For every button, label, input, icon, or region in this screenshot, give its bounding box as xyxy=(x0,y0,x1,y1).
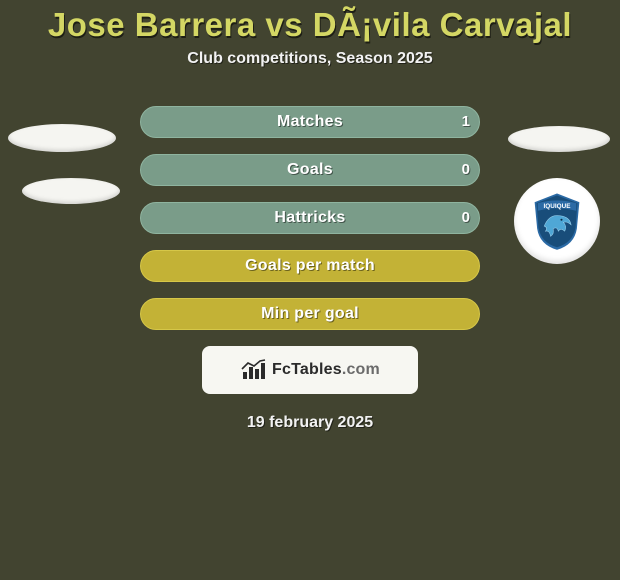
stat-bar: Matches1 xyxy=(140,106,480,138)
stats-bars: Matches1Goals0Hattricks0Goals per matchM… xyxy=(140,106,480,330)
player-avatar-placeholder xyxy=(508,126,610,152)
stat-bar-right-value: 0 xyxy=(462,202,470,234)
stat-bar: Min per goal xyxy=(140,298,480,330)
stat-bar: Goals0 xyxy=(140,154,480,186)
brand-box: FcTables.com xyxy=(202,346,418,394)
team-badge-text: IQUIQUE xyxy=(544,203,571,210)
brand-text: FcTables.com xyxy=(272,361,380,379)
page-title: Jose Barrera vs DÃ¡vila Carvajal xyxy=(0,6,620,44)
date-text: 19 february 2025 xyxy=(0,414,620,432)
stat-bar-label: Goals xyxy=(140,154,480,186)
subtitle: Club competitions, Season 2025 xyxy=(0,50,620,68)
brand-text-main: FcTables xyxy=(272,361,342,378)
stat-bar-right-value: 0 xyxy=(462,154,470,186)
stat-bar-label: Min per goal xyxy=(140,298,480,330)
team-badge: IQUIQUE xyxy=(514,178,600,264)
brand-text-dotcom: .com xyxy=(342,361,380,378)
stat-bar-label: Goals per match xyxy=(140,250,480,282)
brand-chart-icon xyxy=(240,359,266,381)
comparison-card: Jose Barrera vs DÃ¡vila Carvajal Club co… xyxy=(0,0,620,580)
player-avatar-placeholder xyxy=(8,124,116,152)
stat-bar: Hattricks0 xyxy=(140,202,480,234)
stat-bar-right-value: 1 xyxy=(462,106,470,138)
player-avatar-placeholder xyxy=(22,178,120,204)
stat-bar-label: Hattricks xyxy=(140,202,480,234)
team-badge-icon: IQUIQUE xyxy=(525,189,589,253)
stat-bar: Goals per match xyxy=(140,250,480,282)
stat-bar-label: Matches xyxy=(140,106,480,138)
